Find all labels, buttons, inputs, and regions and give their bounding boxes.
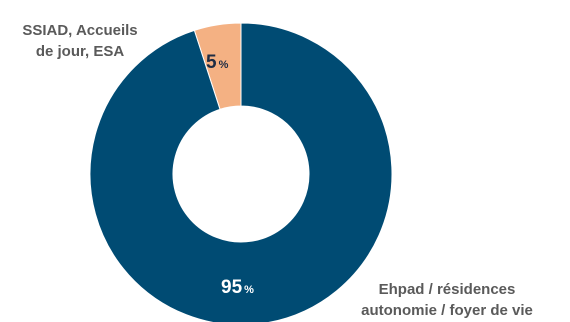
slice-label-ehpad-line1: Ehpad / résidences bbox=[378, 281, 516, 298]
slice-label-ssiad-line1: SSIAD, Accueils bbox=[22, 22, 138, 39]
slice-label-ehpad-line2: autonomie / foyer de vie bbox=[361, 302, 533, 319]
slice-value-ehpad-number: 95 bbox=[221, 277, 243, 298]
slice-value-ssiad-unit: % bbox=[218, 59, 229, 71]
slice-label-ssiad: SSIAD, Accueils de jour, ESA bbox=[18, 20, 142, 62]
slice-value-ehpad: 95% bbox=[221, 277, 254, 299]
donut-slice-ehpad bbox=[89, 22, 393, 322]
slice-value-ssiad: 5% bbox=[206, 52, 228, 74]
slice-label-ehpad: Ehpad / résidences autonomie / foyer de … bbox=[336, 279, 558, 321]
slice-value-ehpad-unit: % bbox=[244, 284, 254, 296]
slice-value-ssiad-number: 5 bbox=[206, 52, 217, 73]
slice-label-ssiad-line2: de jour, ESA bbox=[35, 43, 125, 60]
